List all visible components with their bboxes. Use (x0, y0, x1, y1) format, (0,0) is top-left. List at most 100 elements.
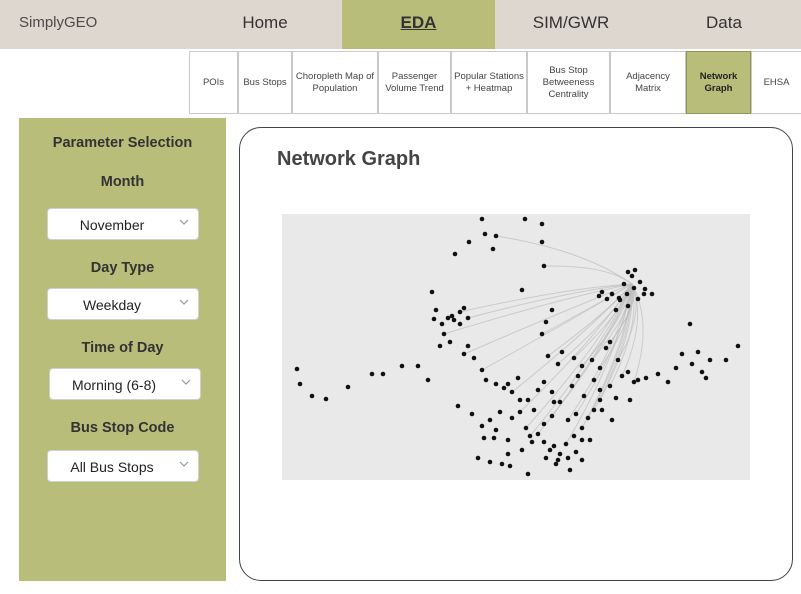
graph-node[interactable] (603, 345, 609, 351)
graph-node[interactable] (631, 285, 637, 291)
graph-node[interactable] (437, 343, 443, 349)
bus-stop-code-select[interactable]: All Bus Stops (47, 450, 199, 482)
graph-node[interactable] (345, 384, 351, 390)
graph-node[interactable] (449, 313, 455, 319)
graph-node[interactable] (573, 411, 579, 417)
tab-betweenness[interactable]: Bus Stop Betweeness Centrality (527, 51, 610, 114)
graph-node[interactable] (597, 397, 603, 403)
graph-node[interactable] (565, 417, 571, 423)
graph-node[interactable] (525, 471, 531, 477)
graph-node[interactable] (501, 385, 507, 391)
graph-node[interactable] (493, 381, 499, 387)
day-type-select[interactable]: Weekday (47, 288, 199, 320)
time-of-day-select[interactable]: Morning (6-8) (49, 368, 201, 400)
graph-node[interactable] (323, 396, 329, 402)
graph-node[interactable] (632, 267, 638, 273)
graph-node[interactable] (369, 371, 375, 377)
graph-node[interactable] (505, 437, 511, 443)
nav-home[interactable]: Home (242, 13, 288, 32)
graph-node[interactable] (541, 263, 547, 269)
graph-node[interactable] (589, 357, 595, 363)
graph-node[interactable] (479, 367, 485, 373)
nav-data[interactable]: Data (706, 13, 742, 32)
graph-node[interactable] (615, 357, 621, 363)
graph-node[interactable] (539, 221, 545, 227)
graph-node[interactable] (571, 355, 577, 361)
graph-node[interactable] (549, 413, 555, 419)
graph-node[interactable] (455, 403, 461, 409)
graph-node[interactable] (723, 357, 729, 363)
graph-node[interactable] (585, 415, 591, 421)
graph-node[interactable] (581, 393, 587, 399)
graph-node[interactable] (557, 451, 563, 457)
graph-node[interactable] (655, 371, 661, 377)
graph-node[interactable] (591, 377, 597, 383)
graph-node[interactable] (525, 397, 531, 403)
graph-node[interactable] (429, 289, 435, 295)
graph-node[interactable] (309, 393, 315, 399)
graph-node[interactable] (624, 291, 630, 297)
graph-node[interactable] (431, 316, 437, 322)
graph-node[interactable] (487, 417, 493, 423)
graph-node[interactable] (665, 379, 671, 385)
graph-node[interactable] (635, 296, 641, 302)
graph-node[interactable] (631, 379, 637, 385)
graph-node[interactable] (587, 437, 593, 443)
graph-node[interactable] (509, 389, 515, 395)
graph-node[interactable] (559, 349, 565, 355)
graph-node[interactable] (517, 397, 523, 403)
tab-network-graph[interactable]: Network Graph (686, 51, 751, 114)
graph-node[interactable] (579, 437, 585, 443)
graph-node[interactable] (505, 451, 511, 457)
graph-node[interactable] (527, 433, 533, 439)
graph-node[interactable] (597, 365, 603, 371)
graph-node[interactable] (479, 216, 485, 222)
app-brand[interactable]: SimplyGEO (19, 14, 98, 31)
graph-node[interactable] (673, 365, 679, 371)
graph-node[interactable] (399, 363, 405, 369)
graph-node[interactable] (695, 349, 701, 355)
graph-node[interactable] (297, 381, 303, 387)
tab-pois[interactable]: POIs (189, 51, 238, 114)
graph-node[interactable] (599, 289, 605, 295)
graph-node[interactable] (509, 415, 515, 421)
graph-node[interactable] (465, 315, 471, 321)
graph-node[interactable] (635, 377, 641, 383)
tab-passenger-volume[interactable]: Passenger Volume Trend (378, 51, 451, 114)
graph-node[interactable] (549, 307, 555, 313)
graph-node[interactable] (497, 409, 503, 415)
graph-node[interactable] (539, 239, 545, 245)
graph-node[interactable] (551, 443, 557, 449)
graph-node[interactable] (619, 373, 625, 379)
graph-node[interactable] (617, 297, 623, 303)
graph-node[interactable] (591, 407, 597, 413)
graph-node[interactable] (466, 239, 472, 245)
graph-node[interactable] (479, 423, 485, 429)
graph-node[interactable] (490, 246, 496, 252)
graph-node[interactable] (522, 216, 528, 222)
tab-choropleth[interactable]: Choropleth Map of Population (292, 51, 378, 114)
graph-node[interactable] (545, 353, 551, 359)
graph-node[interactable] (471, 355, 477, 361)
graph-node[interactable] (499, 461, 505, 467)
graph-node[interactable] (596, 293, 602, 299)
graph-node[interactable] (555, 457, 561, 463)
graph-node[interactable] (613, 307, 619, 313)
graph-node[interactable] (481, 435, 487, 441)
graph-node[interactable] (541, 439, 547, 445)
graph-node[interactable] (687, 321, 693, 327)
graph-node[interactable] (539, 331, 545, 337)
graph-node[interactable] (465, 343, 471, 349)
graph-node[interactable] (643, 375, 649, 381)
graph-node[interactable] (547, 447, 553, 453)
tab-popular-stations[interactable]: Popular Stations + Heatmap (451, 51, 527, 114)
graph-node[interactable] (629, 273, 635, 279)
graph-node[interactable] (519, 447, 525, 453)
graph-node[interactable] (575, 373, 581, 379)
graph-node[interactable] (380, 371, 386, 377)
graph-node[interactable] (625, 303, 631, 309)
graph-node[interactable] (469, 411, 475, 417)
tab-adjacency-matrix[interactable]: Adjacency Matrix (610, 51, 686, 114)
nav-sim-gwr[interactable]: SIM/GWR (532, 13, 610, 32)
graph-node[interactable] (535, 431, 541, 437)
